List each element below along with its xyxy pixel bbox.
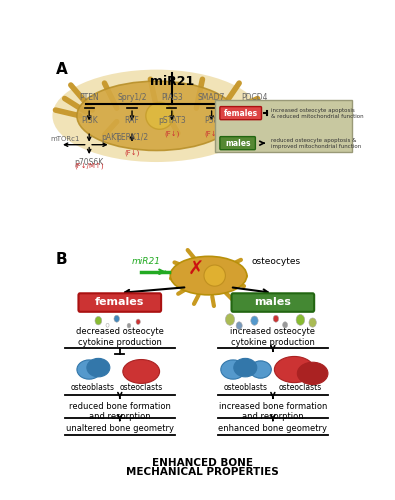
Text: RAF: RAF xyxy=(125,116,139,124)
Text: females: females xyxy=(95,297,145,307)
Text: (F↓): (F↓) xyxy=(204,130,219,136)
Text: miR21: miR21 xyxy=(150,76,194,88)
Ellipse shape xyxy=(123,360,160,384)
Circle shape xyxy=(283,322,288,328)
Ellipse shape xyxy=(77,81,236,150)
Circle shape xyxy=(226,314,235,326)
Text: pAKT: pAKT xyxy=(101,133,120,142)
Text: males: males xyxy=(225,138,250,147)
Circle shape xyxy=(273,316,278,322)
Text: increased bone formation
and resorption: increased bone formation and resorption xyxy=(219,402,327,421)
Ellipse shape xyxy=(250,361,271,378)
Text: osteoblasts: osteoblasts xyxy=(223,383,267,392)
Text: reduced bone formation
and resorption: reduced bone formation and resorption xyxy=(69,402,171,421)
Text: PDCD4: PDCD4 xyxy=(241,94,268,102)
Circle shape xyxy=(251,316,258,326)
Text: osteoclasts: osteoclasts xyxy=(120,383,163,392)
Circle shape xyxy=(136,319,140,324)
Text: SMAD7: SMAD7 xyxy=(198,94,225,102)
Text: pSTAT3: pSTAT3 xyxy=(158,116,186,124)
Text: osteocytes: osteocytes xyxy=(251,257,301,266)
Text: mTORc1: mTORc1 xyxy=(50,136,79,142)
Circle shape xyxy=(296,314,305,326)
Text: enhanced bone geometry: enhanced bone geometry xyxy=(218,424,327,433)
Circle shape xyxy=(127,324,131,328)
FancyBboxPatch shape xyxy=(220,136,256,149)
Text: PI3K: PI3K xyxy=(81,116,98,124)
Ellipse shape xyxy=(146,102,173,130)
Text: increased osteocyte apoptosis
& reduced mitochondrial function: increased osteocyte apoptosis & reduced … xyxy=(271,108,364,118)
Ellipse shape xyxy=(297,362,328,384)
Text: osteoblasts: osteoblasts xyxy=(70,383,114,392)
Text: (F↓/M↑): (F↓/M↑) xyxy=(74,163,104,170)
Text: A: A xyxy=(55,62,67,77)
Text: B: B xyxy=(55,252,67,268)
Text: p70S6K: p70S6K xyxy=(75,158,104,167)
Text: NF-κB (F: NF-κB (F xyxy=(302,100,334,109)
Ellipse shape xyxy=(221,360,245,379)
Circle shape xyxy=(106,324,109,327)
Text: (F↓): (F↓) xyxy=(164,130,179,136)
Text: PIAS3: PIAS3 xyxy=(161,94,183,102)
Text: pERK1/2: pERK1/2 xyxy=(116,133,148,142)
FancyBboxPatch shape xyxy=(220,106,261,120)
Text: PTEN: PTEN xyxy=(79,94,99,102)
Ellipse shape xyxy=(170,256,247,295)
Text: ): ) xyxy=(333,100,337,109)
Circle shape xyxy=(309,318,316,327)
FancyBboxPatch shape xyxy=(79,294,161,312)
Text: ↑: ↑ xyxy=(329,100,335,109)
Ellipse shape xyxy=(275,356,314,382)
Text: reduced osteocyte apoptosis &
improved mitochondrial function: reduced osteocyte apoptosis & improved m… xyxy=(271,138,361,148)
Text: miR21: miR21 xyxy=(131,257,160,266)
Circle shape xyxy=(95,316,102,325)
Ellipse shape xyxy=(53,70,261,162)
Ellipse shape xyxy=(204,265,226,286)
Text: unaltered bone geometry: unaltered bone geometry xyxy=(66,424,174,433)
Ellipse shape xyxy=(87,358,110,377)
Text: (F↓): (F↓) xyxy=(124,150,140,156)
Circle shape xyxy=(114,316,119,322)
Text: MECHANICAL PROPERTIES: MECHANICAL PROPERTIES xyxy=(126,467,279,477)
Circle shape xyxy=(236,322,242,330)
Text: increased osteocyte
cytokine production: increased osteocyte cytokine production xyxy=(230,327,315,346)
Text: (F↓/M↓): (F↓/M↓) xyxy=(240,130,269,136)
Ellipse shape xyxy=(77,360,102,379)
Text: Spry1/2: Spry1/2 xyxy=(117,94,147,102)
Text: osteoclasts: osteoclasts xyxy=(279,383,322,392)
Text: males: males xyxy=(254,297,291,307)
Text: P38: P38 xyxy=(205,116,219,124)
Text: ✗: ✗ xyxy=(188,260,205,280)
FancyBboxPatch shape xyxy=(231,294,314,312)
FancyBboxPatch shape xyxy=(215,100,352,152)
Text: ENHANCED BONE: ENHANCED BONE xyxy=(152,458,253,468)
Text: JNK: JNK xyxy=(248,116,261,124)
Ellipse shape xyxy=(234,358,257,377)
Text: decreased osteocyte
cytokine production: decreased osteocyte cytokine production xyxy=(76,327,164,346)
Text: females: females xyxy=(224,108,258,118)
